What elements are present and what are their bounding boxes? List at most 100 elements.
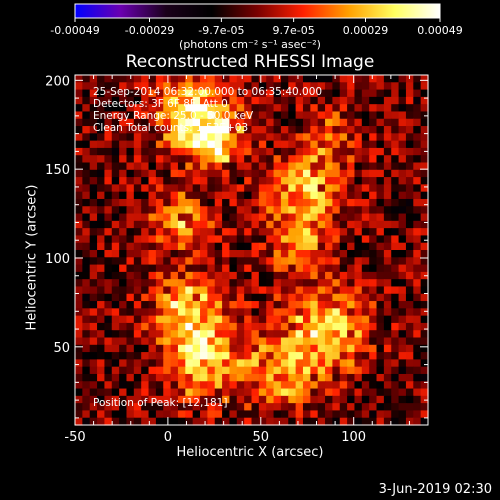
heatmap-cell [251,155,260,164]
heatmap-cell [126,271,135,280]
heatmap-cell [163,104,172,113]
heatmap-cell [244,337,253,346]
heatmap-cell [229,301,238,309]
heatmap-cell [170,89,179,98]
heatmap-cell [302,169,311,178]
heatmap-cell [126,206,135,215]
heatmap-cell [369,264,378,273]
heatmap-cell [111,264,120,273]
heatmap-cell [200,228,208,237]
heatmap-cell [141,191,150,200]
heatmap-cell [325,395,333,404]
heatmap-cell [310,352,319,360]
heatmap-cell [170,96,179,105]
heatmap-cell [398,330,407,339]
heatmap-cell [192,235,201,244]
heatmap-cell [302,264,311,273]
heatmap-cell [280,155,289,164]
heatmap-cell [192,330,201,339]
heatmap-cell [89,403,98,412]
heatmap-cell [163,417,172,426]
heatmap-cell [82,235,91,244]
heatmap-cell [273,75,282,83]
heatmap-cell [369,373,378,382]
heatmap-cell [244,155,253,164]
heatmap-cell [383,271,392,280]
heatmap-cell [104,337,113,346]
heatmap-cell [266,279,275,288]
heatmap-cell [141,315,150,324]
heatmap-cell [347,366,356,375]
heatmap-cell [119,250,128,258]
heatmap-cell [82,184,91,193]
heatmap-cell [266,271,275,280]
heatmap-cell [405,242,414,251]
heatmap-cell [207,388,216,397]
heatmap-cell [155,257,164,266]
heatmap-cell [398,366,407,375]
heatmap-cell [398,75,407,83]
heatmap-cell [376,198,385,207]
heatmap-cell [258,417,267,426]
heatmap-cell [229,359,238,368]
heatmap-cell [244,395,253,404]
heatmap-cell [155,250,164,258]
heatmap-cell [192,118,201,127]
heatmap-cell [332,250,341,258]
heatmap-cell [310,140,319,149]
heatmap-cell [192,162,201,171]
heatmap-cell [310,184,319,193]
heatmap-cell [339,242,348,251]
heatmap-cell [170,344,179,353]
heatmap-cell [347,104,356,113]
heatmap-cell [354,315,363,324]
heatmap-cell [177,344,186,353]
heatmap-cell [229,213,238,222]
heatmap-cell [75,118,83,127]
heatmap-cell [148,242,157,251]
heatmap-cell [244,308,253,317]
heatmap-cell [280,403,289,412]
heatmap-cell [244,264,253,273]
heatmap-cell [222,169,231,178]
heatmap-cell [177,82,186,91]
heatmap-cell [75,337,83,346]
heatmap-cell [273,96,282,105]
heatmap-cell [420,359,429,368]
heatmap-cell [273,264,282,273]
heatmap-cell [273,140,282,149]
heatmap-cell [376,271,385,280]
heatmap-cell [332,235,341,244]
heatmap-cell [288,344,297,353]
heatmap-cell [310,359,319,368]
heatmap-cell [302,111,311,120]
heatmap-cell [398,155,407,164]
heatmap-cell [133,395,142,404]
heatmap-cell [89,293,98,302]
heatmap-cell [258,359,267,368]
heatmap-cell [141,111,150,120]
heatmap-cell [302,191,311,200]
heatmap-cell [420,191,429,200]
heatmap-cell [82,220,91,229]
heatmap-cell [369,388,378,397]
heatmap-cell [170,198,179,207]
heatmap-cell [111,147,120,156]
heatmap-cell [288,162,297,171]
heatmap-cell [369,330,378,339]
heatmap-cell [310,133,319,142]
heatmap-cell [200,264,208,273]
heatmap-cell [89,395,98,404]
heatmap-cell [119,403,128,412]
heatmap-cell [126,235,135,244]
heatmap-cell [251,264,260,273]
heatmap-cell [214,133,223,142]
heatmap-cell [347,381,356,390]
heatmap-cell [126,111,135,120]
heatmap-cell [376,373,385,382]
heatmap-cell [347,133,356,142]
heatmap-cell [288,177,297,185]
heatmap-cell [258,271,267,280]
heatmap-cell [222,417,231,426]
heatmap-cell [89,133,98,142]
